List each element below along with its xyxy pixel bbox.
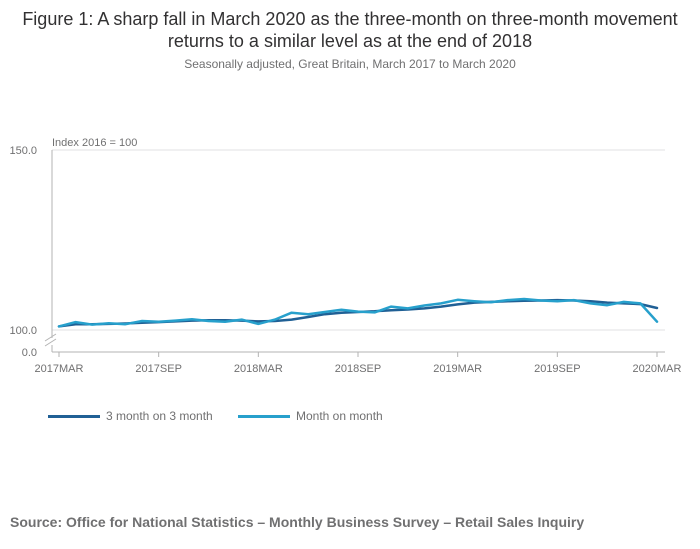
legend-label-mom: Month on month (296, 409, 383, 423)
chart-subtitle: Seasonally adjusted, Great Britain, Marc… (184, 57, 516, 71)
legend-swatch-3m (48, 414, 100, 418)
axis-break-icon (44, 333, 57, 347)
x-tick-label-5: 2019SEP (534, 363, 580, 375)
y-tick-label-1: 100.0 (9, 325, 37, 337)
legend-label-3m: 3 month on 3 month (106, 409, 213, 423)
source-note: Source: Office for National Statistics –… (10, 514, 585, 530)
chart-title: Figure 1: A sharp fall in March 2020 as … (22, 9, 678, 51)
y-unit-label: Index 2016 = 100 (52, 137, 137, 149)
x-tick-label-1: 2017SEP (135, 363, 181, 375)
x-tick-label-6: 2020MAR (633, 363, 682, 375)
x-tick-label-3: 2018SEP (335, 363, 381, 375)
series-line-1 (57, 297, 659, 328)
legend-item-mom: Month on month (238, 409, 383, 423)
legend-swatch-mom (238, 414, 290, 418)
x-tick-label-0: 2017MAR (35, 363, 84, 375)
x-tick-label-4: 2019MAR (433, 363, 482, 375)
y-tick-label-0: 150.0 (9, 145, 37, 157)
legend-item-3m: 3 month on 3 month (48, 409, 213, 423)
x-tick-label-2: 2018MAR (234, 363, 283, 375)
y-tick-label-2: 0.0 (22, 347, 37, 359)
